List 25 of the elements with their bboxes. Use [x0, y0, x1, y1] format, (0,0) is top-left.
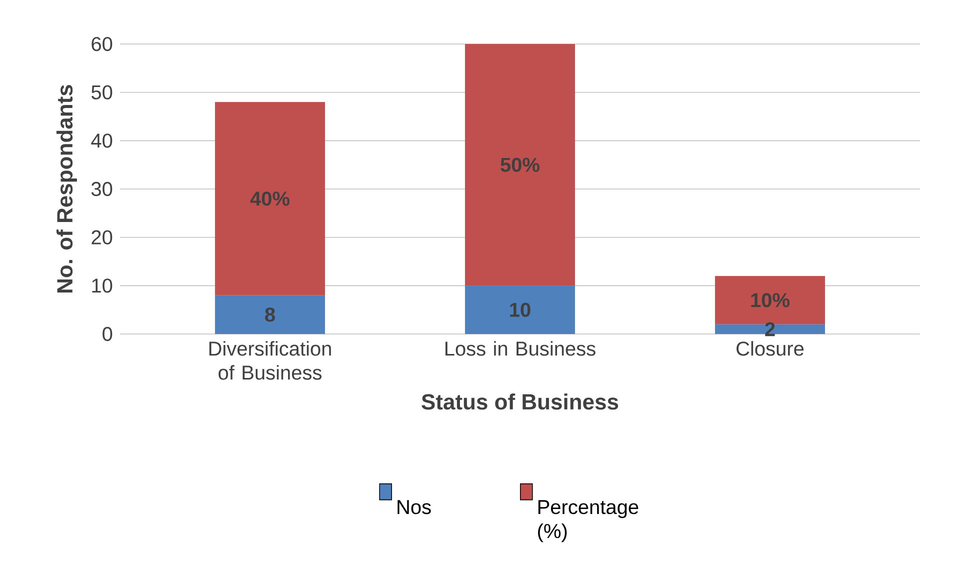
data-label: 2	[765, 322, 775, 336]
x-tick-label: Diversification of Business	[209, 341, 331, 380]
y-axis-title: No. of Respondants	[56, 85, 77, 292]
bar	[465, 286, 576, 334]
data-label: 50%	[500, 158, 540, 172]
data-label: 8	[265, 308, 275, 322]
bar	[215, 102, 326, 296]
y-tick-label: 50	[92, 85, 112, 100]
legend-label: Percentage (%)	[538, 500, 638, 542]
bar	[215, 295, 326, 334]
bar	[465, 44, 576, 286]
data-label: 10%	[751, 293, 790, 308]
y-tick-label: 10	[92, 278, 112, 293]
x-axis-title: Status of Business	[422, 393, 618, 410]
y-tick-label: 40	[91, 134, 112, 148]
y-tick-label: 60	[92, 36, 112, 52]
y-tick-label: 0	[102, 326, 112, 342]
data-label: 40%	[250, 192, 290, 206]
legend-label: Nos	[398, 500, 431, 514]
y-tick-label: 30	[91, 182, 112, 196]
bar	[715, 324, 826, 334]
x-tick-label: Closure	[736, 341, 804, 356]
data-label: 10	[510, 302, 530, 317]
y-tick-label: 20	[92, 230, 112, 244]
x-tick-label: Loss in Business	[445, 341, 596, 356]
